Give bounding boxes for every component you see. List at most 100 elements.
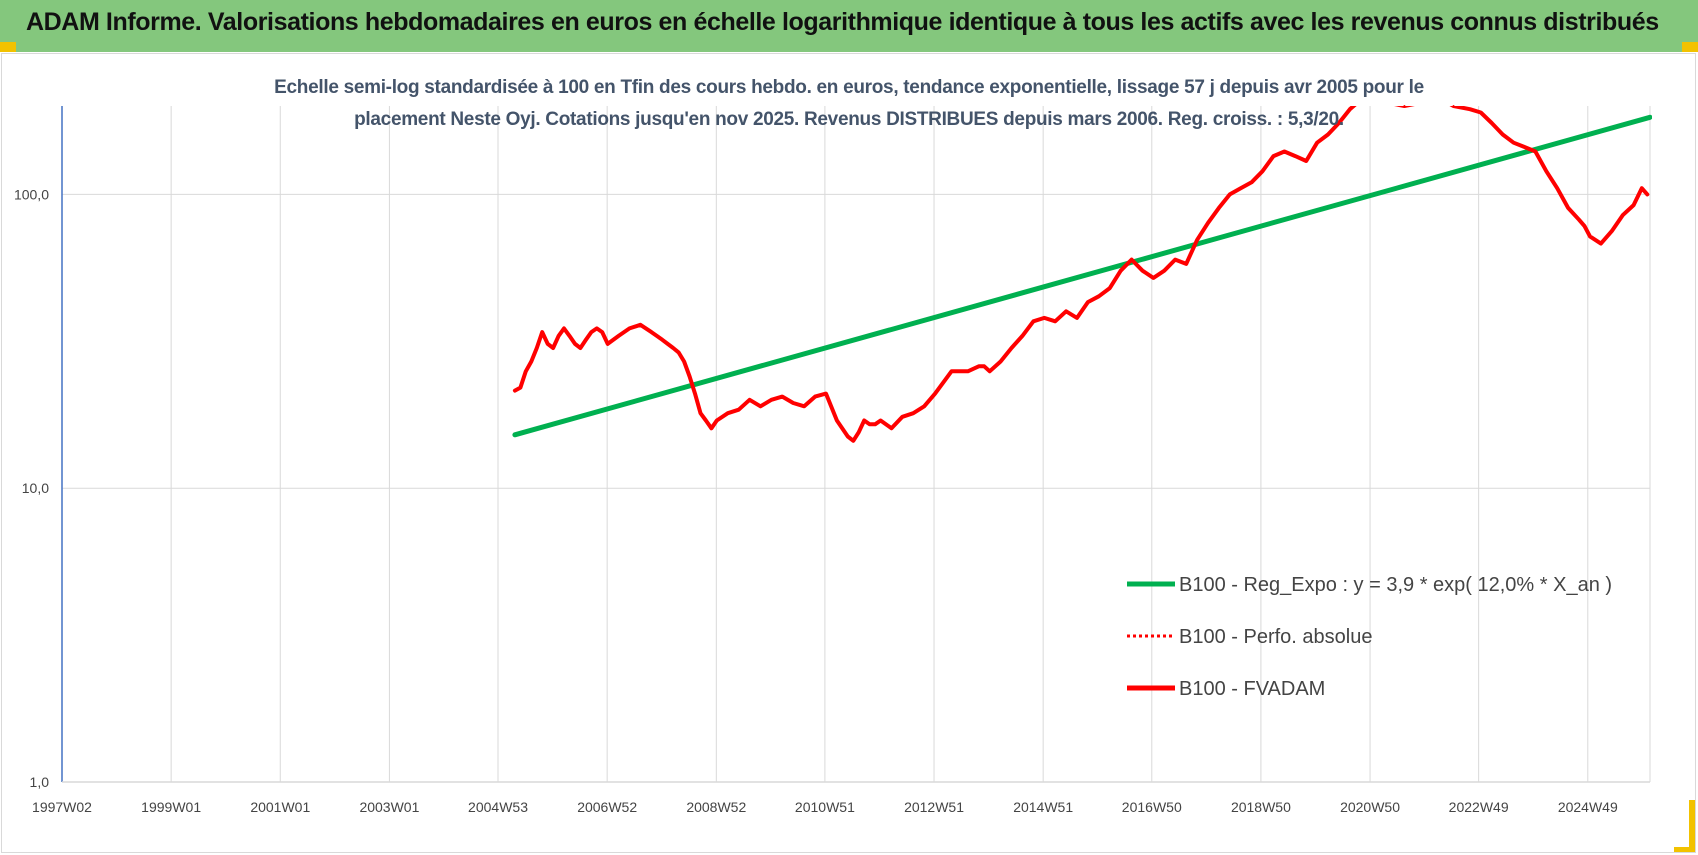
fvadam-point: [694, 392, 697, 395]
banner-title: ADAM Informe. Valorisations hebdomadaire…: [26, 8, 1659, 36]
tick-labels: 1997W02 1999W01 2001W01 2003W01 2004W53 2006W…: [14, 186, 1618, 815]
fvadam-point: [513, 389, 516, 392]
fvadam-point: [535, 347, 538, 350]
fvadam-point: [1086, 301, 1089, 304]
x-tick-label: 2010W51: [795, 799, 855, 815]
fvadam-point: [874, 423, 877, 426]
fvadam-point: [1479, 111, 1482, 114]
fvadam-point: [1348, 108, 1351, 111]
x-tick-label: 2012W51: [904, 799, 964, 815]
fvadam-point: [1272, 155, 1275, 158]
title-banner: ADAM Informe. Valorisations hebdomadaire…: [0, 0, 1698, 52]
fvadam-point: [1217, 206, 1220, 209]
gridlines: [62, 106, 1651, 783]
fvadam-point: [814, 395, 817, 398]
axes: [61, 106, 1650, 783]
fvadam-point: [541, 331, 544, 334]
x-tick-label: 1997W02: [32, 799, 92, 815]
fvadam-point: [710, 427, 713, 430]
fvadam-point: [1337, 122, 1340, 125]
x-tick-label: 2004W53: [468, 799, 528, 815]
fvadam-point: [683, 360, 686, 363]
corner-mark-bottom-right-v: [1689, 800, 1695, 853]
x-tick-label: 2016W50: [1122, 799, 1182, 815]
legend-label-fvadam: B100 - FVADAM: [1179, 678, 1325, 700]
fvadam-point: [1490, 122, 1493, 125]
x-tick-label: 2022W49: [1449, 799, 1509, 815]
corner-mark-top-right: [1682, 42, 1698, 52]
x-tick-label: 1999W01: [141, 799, 201, 815]
fvadam-point: [1206, 221, 1209, 224]
fvadam-point: [890, 427, 893, 430]
fvadam-point: [1294, 155, 1297, 158]
fvadam-point: [863, 419, 866, 422]
fvadam-point: [1141, 269, 1144, 272]
fvadam-point: [1583, 225, 1586, 228]
fvadam-point: [655, 334, 658, 337]
corner-mark-top-left: [0, 42, 16, 52]
x-tick-label: 2020W50: [1340, 799, 1400, 815]
fvadam-point: [1043, 316, 1046, 319]
fvadam-point: [1523, 146, 1526, 149]
fvadam-point: [1283, 150, 1286, 153]
fvadam-point: [1545, 170, 1548, 173]
fvadam-point: [672, 347, 675, 350]
x-tick-label: 2001W01: [250, 799, 310, 815]
fvadam-point: [857, 431, 860, 434]
trend-point: [1649, 116, 1651, 119]
fvadam-point: [770, 398, 773, 401]
fvadam-point: [912, 412, 915, 415]
fvadam-point: [1534, 150, 1537, 153]
fvadam-point: [1196, 238, 1199, 241]
fvadam-point: [759, 405, 762, 408]
fvadam-point: [868, 423, 871, 426]
fvadam-point: [988, 370, 991, 373]
fvadam-point: [584, 338, 587, 341]
fvadam-point: [1152, 276, 1155, 279]
fvadam-point: [601, 331, 604, 334]
fvadam-point: [704, 419, 707, 422]
fvadam-point: [835, 419, 838, 422]
fvadam-point: [803, 405, 806, 408]
fvadam-point: [1250, 181, 1253, 184]
fvadam-point: [1228, 193, 1231, 196]
fvadam-point: [950, 370, 953, 373]
fvadam-point: [546, 342, 549, 345]
fvadam-point: [846, 435, 849, 438]
fvadam-point: [568, 334, 571, 337]
fvadam-point: [688, 375, 691, 378]
fvadam-point: [1054, 320, 1057, 323]
fvadam-point: [650, 331, 653, 334]
fvadam-point: [1163, 269, 1166, 272]
fvadam-point: [879, 419, 882, 422]
fvadam-point: [901, 415, 904, 418]
fvadam-point: [966, 370, 969, 373]
fvadam-point: [983, 365, 986, 368]
fvadam-point: [552, 347, 555, 350]
fvadam-point: [1010, 347, 1013, 350]
fvadam-point: [1032, 320, 1035, 323]
fvadam-point: [1632, 204, 1635, 207]
series: [512, 105, 1652, 443]
fvadam-point: [781, 395, 784, 398]
x-tick-label: 2014W51: [1013, 799, 1073, 815]
fvadam-point: [1403, 105, 1406, 107]
y-tick-label: 1,0: [30, 774, 50, 790]
fvadam-point: [1640, 187, 1643, 190]
fvadam-point: [590, 331, 593, 334]
fvadam-point: [530, 360, 533, 363]
fvadam-point: [715, 419, 718, 422]
x-tick-label: 2008W52: [686, 799, 746, 815]
x-tick-label: 2018W50: [1231, 799, 1291, 815]
fvadam-point: [1567, 206, 1570, 209]
fvadam-point: [1174, 258, 1177, 261]
fvadam-point: [666, 342, 669, 345]
fvadam-point: [606, 342, 609, 345]
fvadam-point: [677, 351, 680, 354]
chart-title-line-1: Echelle semi-log standardisée à 100 en T…: [274, 77, 1424, 98]
fvadam-point: [923, 405, 926, 408]
fvadam-point: [1097, 295, 1100, 298]
fvadam-point: [852, 439, 855, 442]
corner-mark-bottom-right-h: [1674, 847, 1695, 853]
